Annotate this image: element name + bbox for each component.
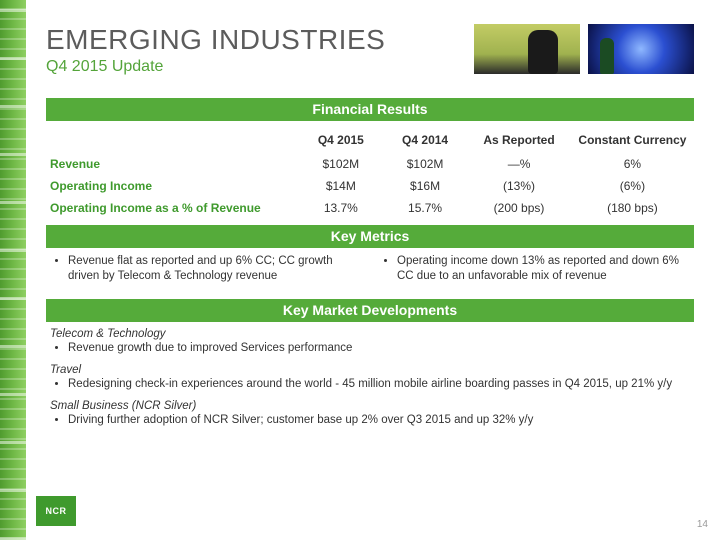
list-item: Driving further adoption of NCR Silver; … (68, 413, 690, 428)
cell: $102M (383, 153, 467, 175)
developments-block: Telecom & Technology Revenue growth due … (46, 322, 694, 428)
cell: $102M (299, 153, 383, 175)
left-decor-band (0, 0, 26, 540)
col-header (46, 127, 299, 153)
table-row: Revenue $102M $102M —% 6% (46, 153, 694, 175)
cell: (200 bps) (467, 197, 571, 219)
dev-group: Travel Redesigning check-in experiences … (50, 364, 690, 392)
list-item: Redesigning check-in experiences around … (68, 377, 690, 392)
logo-text: NCR (46, 506, 67, 516)
title-row: EMERGING INDUSTRIES Q4 2015 Update (46, 24, 694, 76)
thumbnail-datacenter-icon (588, 24, 694, 74)
col-header: As Reported (467, 127, 571, 153)
cell: —% (467, 153, 571, 175)
cell: $14M (299, 175, 383, 197)
page-number: 14 (697, 519, 708, 530)
dev-heading: Telecom & Technology (50, 328, 690, 340)
page-subtitle: Q4 2015 Update (46, 58, 385, 76)
title-block: EMERGING INDUSTRIES Q4 2015 Update (46, 24, 385, 76)
dev-group: Small Business (NCR Silver) Driving furt… (50, 400, 690, 428)
slide-content: EMERGING INDUSTRIES Q4 2015 Update Finan… (46, 24, 694, 436)
list-item: Revenue flat as reported and up 6% CC; C… (68, 254, 361, 283)
table-row: Operating Income $14M $16M (13%) (6%) (46, 175, 694, 197)
thumbnail-row (474, 24, 694, 74)
metric-name: Revenue (46, 153, 299, 175)
thumbnail-airport-icon (474, 24, 580, 74)
ncr-logo-icon: NCR (36, 496, 76, 526)
cell: $16M (383, 175, 467, 197)
bullet-list-left: Revenue flat as reported and up 6% CC; C… (50, 254, 361, 285)
list-item: Revenue growth due to improved Services … (68, 341, 690, 356)
dev-bullets: Redesigning check-in experiences around … (50, 377, 690, 392)
list-item: Operating income down 13% as reported an… (397, 254, 690, 283)
financial-results-table: Q4 2015 Q4 2014 As Reported Constant Cur… (46, 127, 694, 219)
dev-bullets: Driving further adoption of NCR Silver; … (50, 413, 690, 428)
cell: (6%) (571, 175, 694, 197)
dev-group: Telecom & Technology Revenue growth due … (50, 328, 690, 356)
dev-bullets: Revenue growth due to improved Services … (50, 341, 690, 356)
cell: 6% (571, 153, 694, 175)
dev-heading: Travel (50, 364, 690, 376)
page-title: EMERGING INDUSTRIES (46, 24, 385, 56)
dev-heading: Small Business (NCR Silver) (50, 400, 690, 412)
cell: (180 bps) (571, 197, 694, 219)
cell: (13%) (467, 175, 571, 197)
table-header-row: Q4 2015 Q4 2014 As Reported Constant Cur… (46, 127, 694, 153)
metric-name: Operating Income (46, 175, 299, 197)
metric-name: Operating Income as a % of Revenue (46, 197, 299, 219)
col-header: Constant Currency (571, 127, 694, 153)
table-row: Operating Income as a % of Revenue 13.7%… (46, 197, 694, 219)
col-header: Q4 2014 (383, 127, 467, 153)
bullet-list-right: Operating income down 13% as reported an… (379, 254, 690, 285)
financial-results-bar: Financial Results (46, 98, 694, 121)
developments-bar: Key Market Developments (46, 299, 694, 322)
col-header: Q4 2015 (299, 127, 383, 153)
key-metrics-bar: Key Metrics (46, 225, 694, 248)
cell: 15.7% (383, 197, 467, 219)
key-metrics-bullets: Revenue flat as reported and up 6% CC; C… (46, 248, 694, 293)
cell: 13.7% (299, 197, 383, 219)
